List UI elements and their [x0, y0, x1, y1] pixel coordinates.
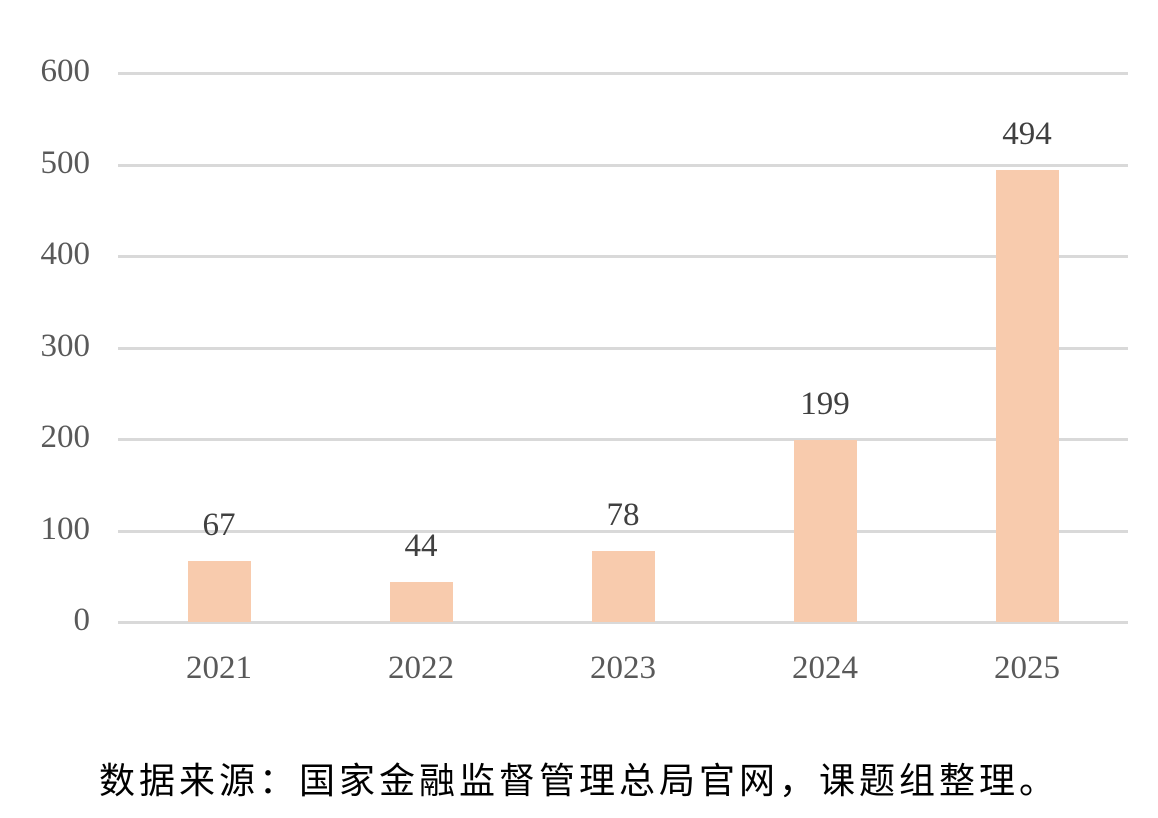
x-tick-label: 2021 [186, 650, 252, 686]
y-tick-label: 100 [40, 510, 91, 547]
data-label: 199 [800, 385, 850, 422]
x-axis-line [118, 621, 1128, 624]
bar-2021 [187, 560, 251, 622]
data-label: 78 [606, 496, 640, 533]
bar-2025 [995, 169, 1059, 622]
y-tick-label: 400 [40, 236, 91, 272]
x-tick-label: 2025 [994, 650, 1060, 686]
y-tick-label: 0 [73, 602, 91, 638]
data-label: 44 [404, 527, 438, 564]
x-tick-label: 2023 [590, 650, 656, 686]
gridline [118, 438, 1128, 441]
y-tick-label: 500 [40, 144, 91, 181]
x-tick-label: 2022 [388, 650, 454, 686]
gridline [118, 346, 1128, 350]
data-label: 67 [202, 506, 236, 543]
gridline [118, 163, 1128, 167]
bar-2023 [591, 550, 655, 622]
bar-2024 [793, 439, 857, 622]
y-tick-label: 600 [40, 53, 91, 89]
gridline [118, 529, 1128, 533]
bar-chart: 0 100 200 300 400 500 600 67 2021 44 2022 78 2023 199… [40, 53, 1128, 686]
y-tick-label: 200 [40, 419, 91, 455]
source-note: 数据来源：国家金融监督管理总局官网，课题组整理。 [98, 761, 1059, 802]
data-label: 494 [1002, 115, 1052, 152]
bar-2022 [389, 581, 453, 622]
y-tick-label: 300 [40, 327, 91, 364]
gridline [118, 255, 1128, 258]
gridline [118, 72, 1128, 75]
x-tick-label: 2024 [792, 650, 858, 686]
